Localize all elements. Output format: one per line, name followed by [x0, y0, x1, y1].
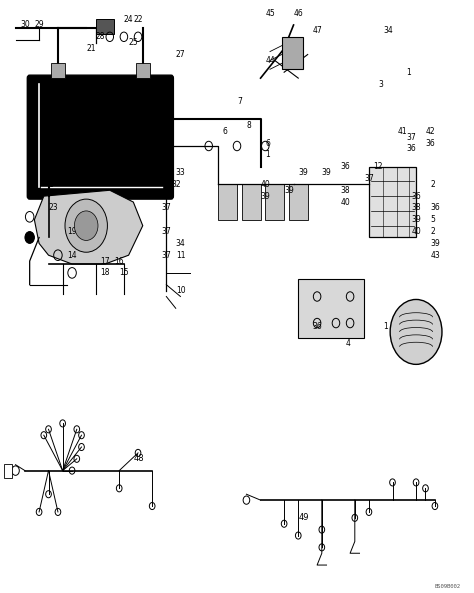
Text: 38: 38	[411, 203, 421, 212]
Text: 37: 37	[162, 227, 172, 236]
Text: 30: 30	[20, 21, 30, 30]
Text: 40: 40	[341, 197, 350, 206]
Text: 46: 46	[293, 9, 303, 18]
Text: 42: 42	[426, 127, 435, 136]
Text: 1: 1	[383, 321, 388, 330]
Text: 39: 39	[298, 168, 308, 177]
Polygon shape	[35, 190, 143, 264]
Bar	[4, 464, 12, 478]
Text: 28: 28	[96, 32, 105, 42]
Circle shape	[65, 199, 108, 252]
Text: 13: 13	[152, 156, 162, 165]
Text: 11: 11	[176, 251, 185, 260]
Bar	[289, 184, 308, 220]
Text: 36: 36	[407, 145, 416, 154]
Text: 39: 39	[322, 168, 332, 177]
Bar	[298, 279, 364, 338]
Text: BS09B002: BS09B002	[435, 584, 461, 589]
Text: 40: 40	[261, 180, 270, 189]
Text: 32: 32	[171, 180, 181, 189]
FancyBboxPatch shape	[27, 75, 173, 199]
Text: 43: 43	[430, 251, 440, 260]
Text: 23: 23	[48, 203, 58, 212]
Text: 15: 15	[119, 269, 129, 278]
Circle shape	[74, 211, 98, 240]
Text: 14: 14	[67, 251, 77, 260]
Text: 36: 36	[312, 321, 322, 330]
Text: 48: 48	[133, 454, 144, 463]
Text: 2: 2	[430, 180, 435, 189]
Bar	[96, 19, 115, 34]
Text: 37: 37	[162, 203, 172, 212]
Text: 45: 45	[265, 9, 275, 18]
Text: 4: 4	[346, 339, 350, 348]
Text: 1: 1	[407, 68, 411, 76]
Text: 34: 34	[383, 27, 393, 36]
Text: 22: 22	[133, 15, 143, 24]
Text: 37: 37	[162, 251, 172, 260]
Text: 33: 33	[176, 168, 185, 177]
Text: 17: 17	[100, 257, 110, 266]
Text: 38: 38	[341, 186, 350, 195]
Text: 39: 39	[261, 192, 270, 200]
Text: 25: 25	[128, 38, 138, 47]
Text: 47: 47	[312, 27, 322, 36]
Text: 21: 21	[86, 44, 96, 53]
Bar	[242, 184, 261, 220]
Circle shape	[25, 232, 35, 243]
Text: 37: 37	[364, 174, 374, 183]
Text: 44: 44	[265, 56, 275, 65]
Text: 6: 6	[265, 139, 270, 148]
Bar	[282, 37, 303, 69]
Circle shape	[390, 299, 442, 364]
Text: 29: 29	[35, 21, 44, 30]
Bar	[265, 184, 284, 220]
Text: 34: 34	[176, 239, 185, 248]
Text: 36: 36	[426, 139, 435, 148]
Text: 8: 8	[246, 121, 251, 130]
Text: 39: 39	[430, 239, 440, 248]
Text: 36: 36	[430, 203, 440, 212]
Text: 1: 1	[265, 151, 270, 160]
Text: 3: 3	[378, 79, 383, 88]
Text: 39: 39	[411, 215, 421, 224]
Text: 1: 1	[48, 180, 53, 189]
Text: 19: 19	[67, 227, 77, 236]
Text: 12: 12	[374, 162, 383, 171]
Text: 37: 37	[407, 133, 416, 142]
Text: 39: 39	[284, 186, 294, 195]
Text: 36: 36	[341, 162, 350, 171]
Text: 16: 16	[115, 257, 124, 266]
Text: 40: 40	[411, 227, 421, 236]
Bar	[136, 63, 150, 78]
Text: 10: 10	[176, 286, 185, 295]
Text: 41: 41	[397, 127, 407, 136]
Text: 18: 18	[100, 269, 110, 278]
Text: 5: 5	[430, 215, 435, 224]
Text: 27: 27	[176, 50, 185, 59]
Text: 6: 6	[223, 127, 228, 136]
Text: 36: 36	[411, 192, 421, 200]
Text: 7: 7	[237, 97, 242, 106]
Bar	[218, 184, 237, 220]
Text: 24: 24	[124, 15, 134, 24]
Bar	[369, 167, 416, 237]
Text: 49: 49	[298, 514, 309, 522]
Text: 12: 12	[147, 145, 157, 154]
Bar	[51, 63, 65, 78]
Text: 2: 2	[430, 227, 435, 236]
